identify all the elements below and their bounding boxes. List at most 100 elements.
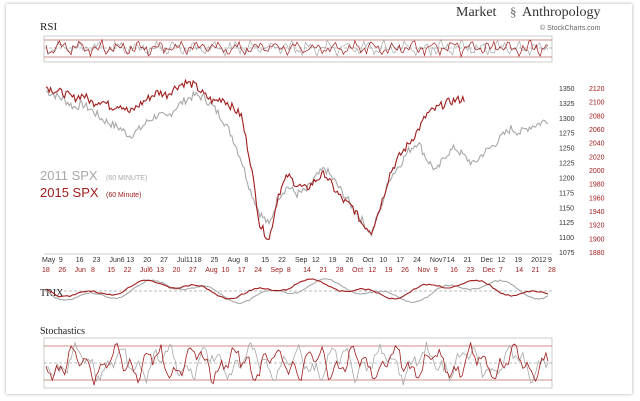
brand-emblem-icon: § xyxy=(510,4,517,19)
x-label-2011: 9 xyxy=(548,257,552,264)
chart-frame xyxy=(6,4,632,394)
trix-2015-line xyxy=(45,278,549,300)
x-label-2015: 21 xyxy=(319,267,327,274)
x-label-2015: 9 xyxy=(434,267,438,274)
right-axis-tick: 2040 xyxy=(589,141,605,148)
right-axis-tick: 1920 xyxy=(589,223,605,230)
x-label-2015: 14 xyxy=(303,267,311,274)
x-label-2015: 24 xyxy=(254,267,262,274)
rsi-label: RSI xyxy=(40,21,57,33)
stochastics-panel: Stochastics xyxy=(40,326,553,389)
left-axis-tick: 1175 xyxy=(559,190,574,197)
x-label-2015: Sep xyxy=(271,267,284,274)
x-label-2015: 17 xyxy=(238,267,246,274)
x-label-2015: 23 xyxy=(466,267,474,274)
left-axis-tick: 1225 xyxy=(559,161,575,168)
x-label-2015: 8 xyxy=(287,267,291,274)
trix-label: TRIX xyxy=(40,288,64,299)
right-axis-tick: 1980 xyxy=(589,182,605,189)
main-panel: 1350132513001275125012251200117511501125… xyxy=(42,78,605,274)
x-label-2011: 2012 xyxy=(531,257,547,264)
x-label-2015: 28 xyxy=(548,267,556,274)
x-label-2015: Nov xyxy=(417,267,430,274)
x-label-2011: Oct xyxy=(362,257,373,264)
rsi-border xyxy=(43,35,553,63)
x-label-2011: 24 xyxy=(413,257,421,264)
x-label-2011: 9 xyxy=(59,257,63,264)
right-axis-tick: 2020 xyxy=(589,154,605,161)
x-label-2011: 17 xyxy=(396,257,404,264)
series-2015-line xyxy=(45,78,465,240)
legend: 2011 SPX (60 MINUTE) 2015 SPX (60 Minute… xyxy=(40,168,147,200)
x-label-2011: 25 xyxy=(211,257,219,264)
x-label-2011: 26 xyxy=(346,257,354,264)
x-label-2015: 26 xyxy=(401,267,409,274)
rsi-2015-line xyxy=(45,38,549,59)
x-label-2011: 27 xyxy=(160,257,168,264)
right-axis-tick: 1940 xyxy=(589,209,605,216)
x-label-2015: 16 xyxy=(450,267,458,274)
right-axis-tick: 1900 xyxy=(589,236,605,243)
x-label-2015: 19 xyxy=(385,267,393,274)
trix-2011-line xyxy=(45,278,549,304)
x-label-2011: 13 xyxy=(126,257,134,264)
stochastics-label: Stochastics xyxy=(40,326,85,337)
right-axis-tick: 2080 xyxy=(589,113,605,120)
x-label-2015: Dec xyxy=(483,267,496,274)
x-label-2015: Jul6 xyxy=(140,267,153,274)
stoch-2011-line xyxy=(45,341,549,386)
x-label-2015: 18 xyxy=(42,267,50,274)
x-label-2015: 12 xyxy=(368,267,376,274)
x-label-2011: 18 xyxy=(194,257,202,264)
x-label-2011: 14 xyxy=(447,257,455,264)
x-label-2011: 16 xyxy=(76,257,84,264)
legend-2011-name: 2011 SPX xyxy=(40,168,98,183)
x-label-2011: 20 xyxy=(143,257,151,264)
x-label-2011: 15 xyxy=(261,257,269,264)
left-axis-tick: 1125 xyxy=(559,220,574,227)
x-label-2015: Aug xyxy=(205,267,218,274)
brand-left: Market xyxy=(456,5,497,20)
x-label-2011: May xyxy=(42,257,56,264)
left-axis-tick: 1325 xyxy=(559,101,575,108)
right-axis-tick: 2120 xyxy=(589,86,605,93)
x-label-2015: 8 xyxy=(91,267,95,274)
x-label-2011: 21 xyxy=(464,257,472,264)
x-label-2011: Jul11 xyxy=(177,257,193,264)
x-label-2011: Nov7 xyxy=(430,257,446,264)
x-label-2015: 13 xyxy=(156,267,164,274)
x-label-2011: 19 xyxy=(514,257,522,264)
x-label-2011: Jun6 xyxy=(109,257,124,264)
right-axis-tick: 2100 xyxy=(589,100,605,107)
x-label-2015: 28 xyxy=(336,267,344,274)
legend-2015-name: 2015 SPX xyxy=(40,185,99,200)
x-label-2011: 12 xyxy=(497,257,505,264)
x-label-2015: Oct xyxy=(352,267,363,274)
legend-2011-note: (60 MINUTE) xyxy=(106,175,147,182)
x-label-2011: Sep xyxy=(295,257,308,264)
x-label-2015: 22 xyxy=(124,267,132,274)
credit-text: © StockCharts.com xyxy=(540,24,601,32)
x-label-2015: 10 xyxy=(222,267,230,274)
x-label-2011: 23 xyxy=(93,257,101,264)
left-axis-tick: 1300 xyxy=(559,116,575,123)
x-label-2015: Jun xyxy=(75,267,86,274)
right-axis-tick: 1960 xyxy=(589,195,605,202)
x-label-2011: 19 xyxy=(329,257,337,264)
x-label-2011: 8 xyxy=(244,257,248,264)
series-2011-line xyxy=(45,90,548,237)
x-label-2011: 12 xyxy=(312,257,320,264)
brand-right: Anthropology xyxy=(522,5,601,20)
x-label-2011: 10 xyxy=(379,257,387,264)
x-label-2015: 21 xyxy=(532,267,540,274)
left-axis-tick: 1200 xyxy=(559,175,575,182)
left-axis-tick: 1350 xyxy=(559,86,575,93)
x-label-2011: Aug xyxy=(228,257,241,264)
x-label-2015: 26 xyxy=(58,267,66,274)
right-axis-tick: 1880 xyxy=(589,250,605,257)
x-label-2015: 27 xyxy=(189,267,197,274)
trix-panel: TRIX xyxy=(40,278,552,304)
left-axis-tick: 1100 xyxy=(559,235,574,242)
left-axis-tick: 1150 xyxy=(559,205,574,212)
